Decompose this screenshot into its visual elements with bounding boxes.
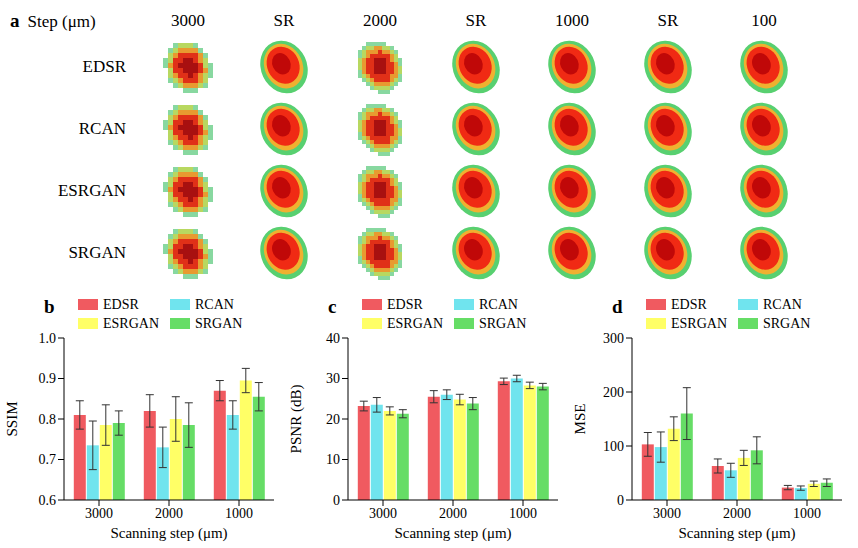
html-text:3000: 3000 bbox=[171, 11, 205, 30]
html-text:a Step (μm): a Step (μm) bbox=[10, 10, 96, 31]
svg-text:0: 0 bbox=[617, 493, 624, 508]
svg-text:0.7: 0.7 bbox=[39, 452, 57, 467]
html-text:ESRGAN: ESRGAN bbox=[671, 315, 727, 331]
html-text:100: 100 bbox=[751, 11, 777, 30]
svg-text:0.8: 0.8 bbox=[39, 412, 57, 427]
html-text:ESRGAN: ESRGAN bbox=[103, 315, 159, 331]
svg-text:Scanning step (μm): Scanning step (μm) bbox=[110, 525, 227, 542]
svg-text:1.0: 1.0 bbox=[39, 331, 57, 346]
svg-text:PSNR (dB): PSNR (dB) bbox=[288, 385, 305, 454]
svg-text:1000: 1000 bbox=[225, 506, 253, 521]
html-text:EDSR: EDSR bbox=[103, 296, 139, 312]
svg-text:3000: 3000 bbox=[653, 506, 681, 521]
svg-text:1000: 1000 bbox=[509, 506, 537, 521]
svg-text:20: 20 bbox=[326, 412, 340, 427]
svg-text:2000: 2000 bbox=[723, 506, 751, 521]
html-text:RCAN: RCAN bbox=[763, 296, 802, 312]
svg-text:300: 300 bbox=[603, 331, 624, 346]
html-text:RCAN: RCAN bbox=[479, 296, 518, 312]
svg-text:0.9: 0.9 bbox=[39, 371, 57, 386]
html-text:EDSR: EDSR bbox=[82, 57, 126, 76]
svg-text:Scanning step (μm): Scanning step (μm) bbox=[678, 525, 795, 542]
svg-text:10: 10 bbox=[326, 452, 340, 467]
svg-text:2000: 2000 bbox=[439, 506, 467, 521]
svg-text:Scanning step (μm): Scanning step (μm) bbox=[394, 525, 511, 542]
html-text:SRGAN: SRGAN bbox=[763, 315, 811, 331]
svg-text:30: 30 bbox=[326, 371, 340, 386]
html-text:SRGAN: SRGAN bbox=[195, 315, 243, 331]
html-text:SRGAN: SRGAN bbox=[68, 243, 126, 262]
html-text:RCAN: RCAN bbox=[195, 296, 234, 312]
svg-text:0.6: 0.6 bbox=[39, 493, 57, 508]
html-text:RCAN: RCAN bbox=[78, 119, 126, 138]
html-text:c: c bbox=[328, 296, 337, 317]
html-text:2000: 2000 bbox=[363, 11, 397, 30]
svg-text:3000: 3000 bbox=[369, 506, 397, 521]
html-text:SR: SR bbox=[465, 11, 487, 30]
html-text:SR: SR bbox=[657, 11, 679, 30]
svg-text:3000: 3000 bbox=[85, 506, 113, 521]
html-text:SR: SR bbox=[273, 11, 295, 30]
svg-text:40: 40 bbox=[326, 331, 340, 346]
html-text:b: b bbox=[44, 296, 55, 317]
svg-text:MSE: MSE bbox=[572, 404, 588, 435]
html-text:ESRGAN: ESRGAN bbox=[387, 315, 443, 331]
html-text:d: d bbox=[612, 296, 623, 317]
svg-text:0: 0 bbox=[333, 493, 340, 508]
svg-text:200: 200 bbox=[603, 385, 624, 400]
html-text:SRGAN: SRGAN bbox=[479, 315, 527, 331]
svg-text:1000: 1000 bbox=[793, 506, 821, 521]
html-text:EDSR: EDSR bbox=[671, 296, 707, 312]
svg-text:100: 100 bbox=[603, 439, 624, 454]
html-text:1000: 1000 bbox=[555, 11, 589, 30]
html-text:ESRGAN: ESRGAN bbox=[58, 181, 126, 200]
svg-text:2000: 2000 bbox=[155, 506, 183, 521]
svg-text:SSIM: SSIM bbox=[4, 401, 20, 436]
html-text:EDSR: EDSR bbox=[387, 296, 423, 312]
